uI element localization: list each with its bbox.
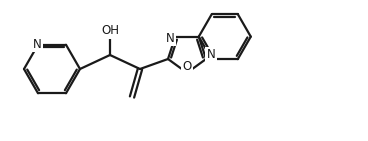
- Text: N: N: [166, 32, 175, 45]
- Text: N: N: [33, 38, 41, 51]
- Text: OH: OH: [101, 25, 119, 38]
- Text: N: N: [207, 49, 215, 61]
- Text: O: O: [183, 60, 192, 73]
